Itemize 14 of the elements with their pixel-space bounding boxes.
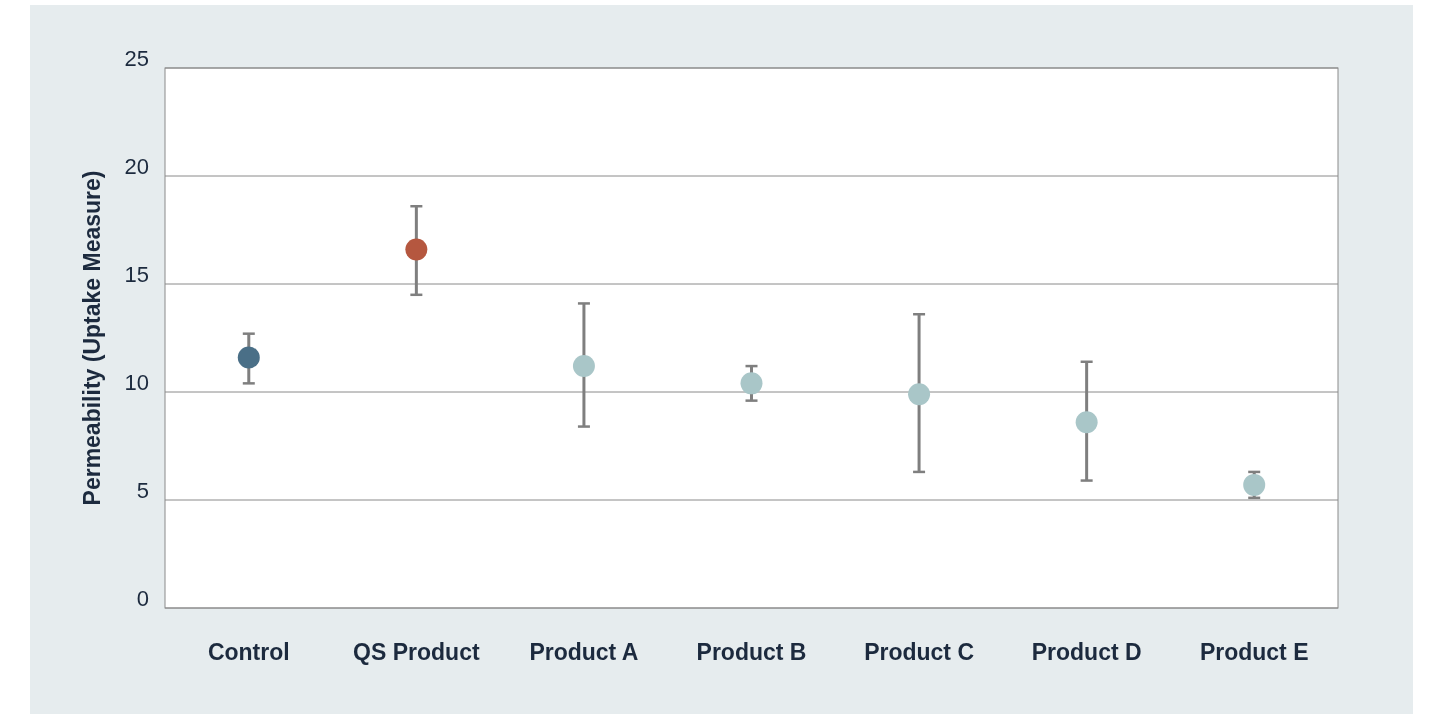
x-tick-label: QS Product <box>353 639 480 665</box>
y-tick-label: 25 <box>124 45 149 71</box>
y-tick-label: 20 <box>124 153 149 179</box>
x-tick-label: Control <box>207 639 290 665</box>
x-tick-label: Product C <box>864 639 975 665</box>
x-tick-label: Product B <box>696 639 807 665</box>
x-tick-label: Product D <box>1031 639 1142 665</box>
x-tick-label: Product A <box>529 639 639 665</box>
y-tick-label: 5 <box>136 477 149 503</box>
y-tick-label: 10 <box>124 369 149 395</box>
y-tick-label: 15 <box>124 261 149 287</box>
x-tick-label: Product E <box>1199 639 1309 665</box>
y-axis-title: Permeability (Uptake Measure) <box>79 170 105 506</box>
y-tick-label: 0 <box>136 585 149 611</box>
